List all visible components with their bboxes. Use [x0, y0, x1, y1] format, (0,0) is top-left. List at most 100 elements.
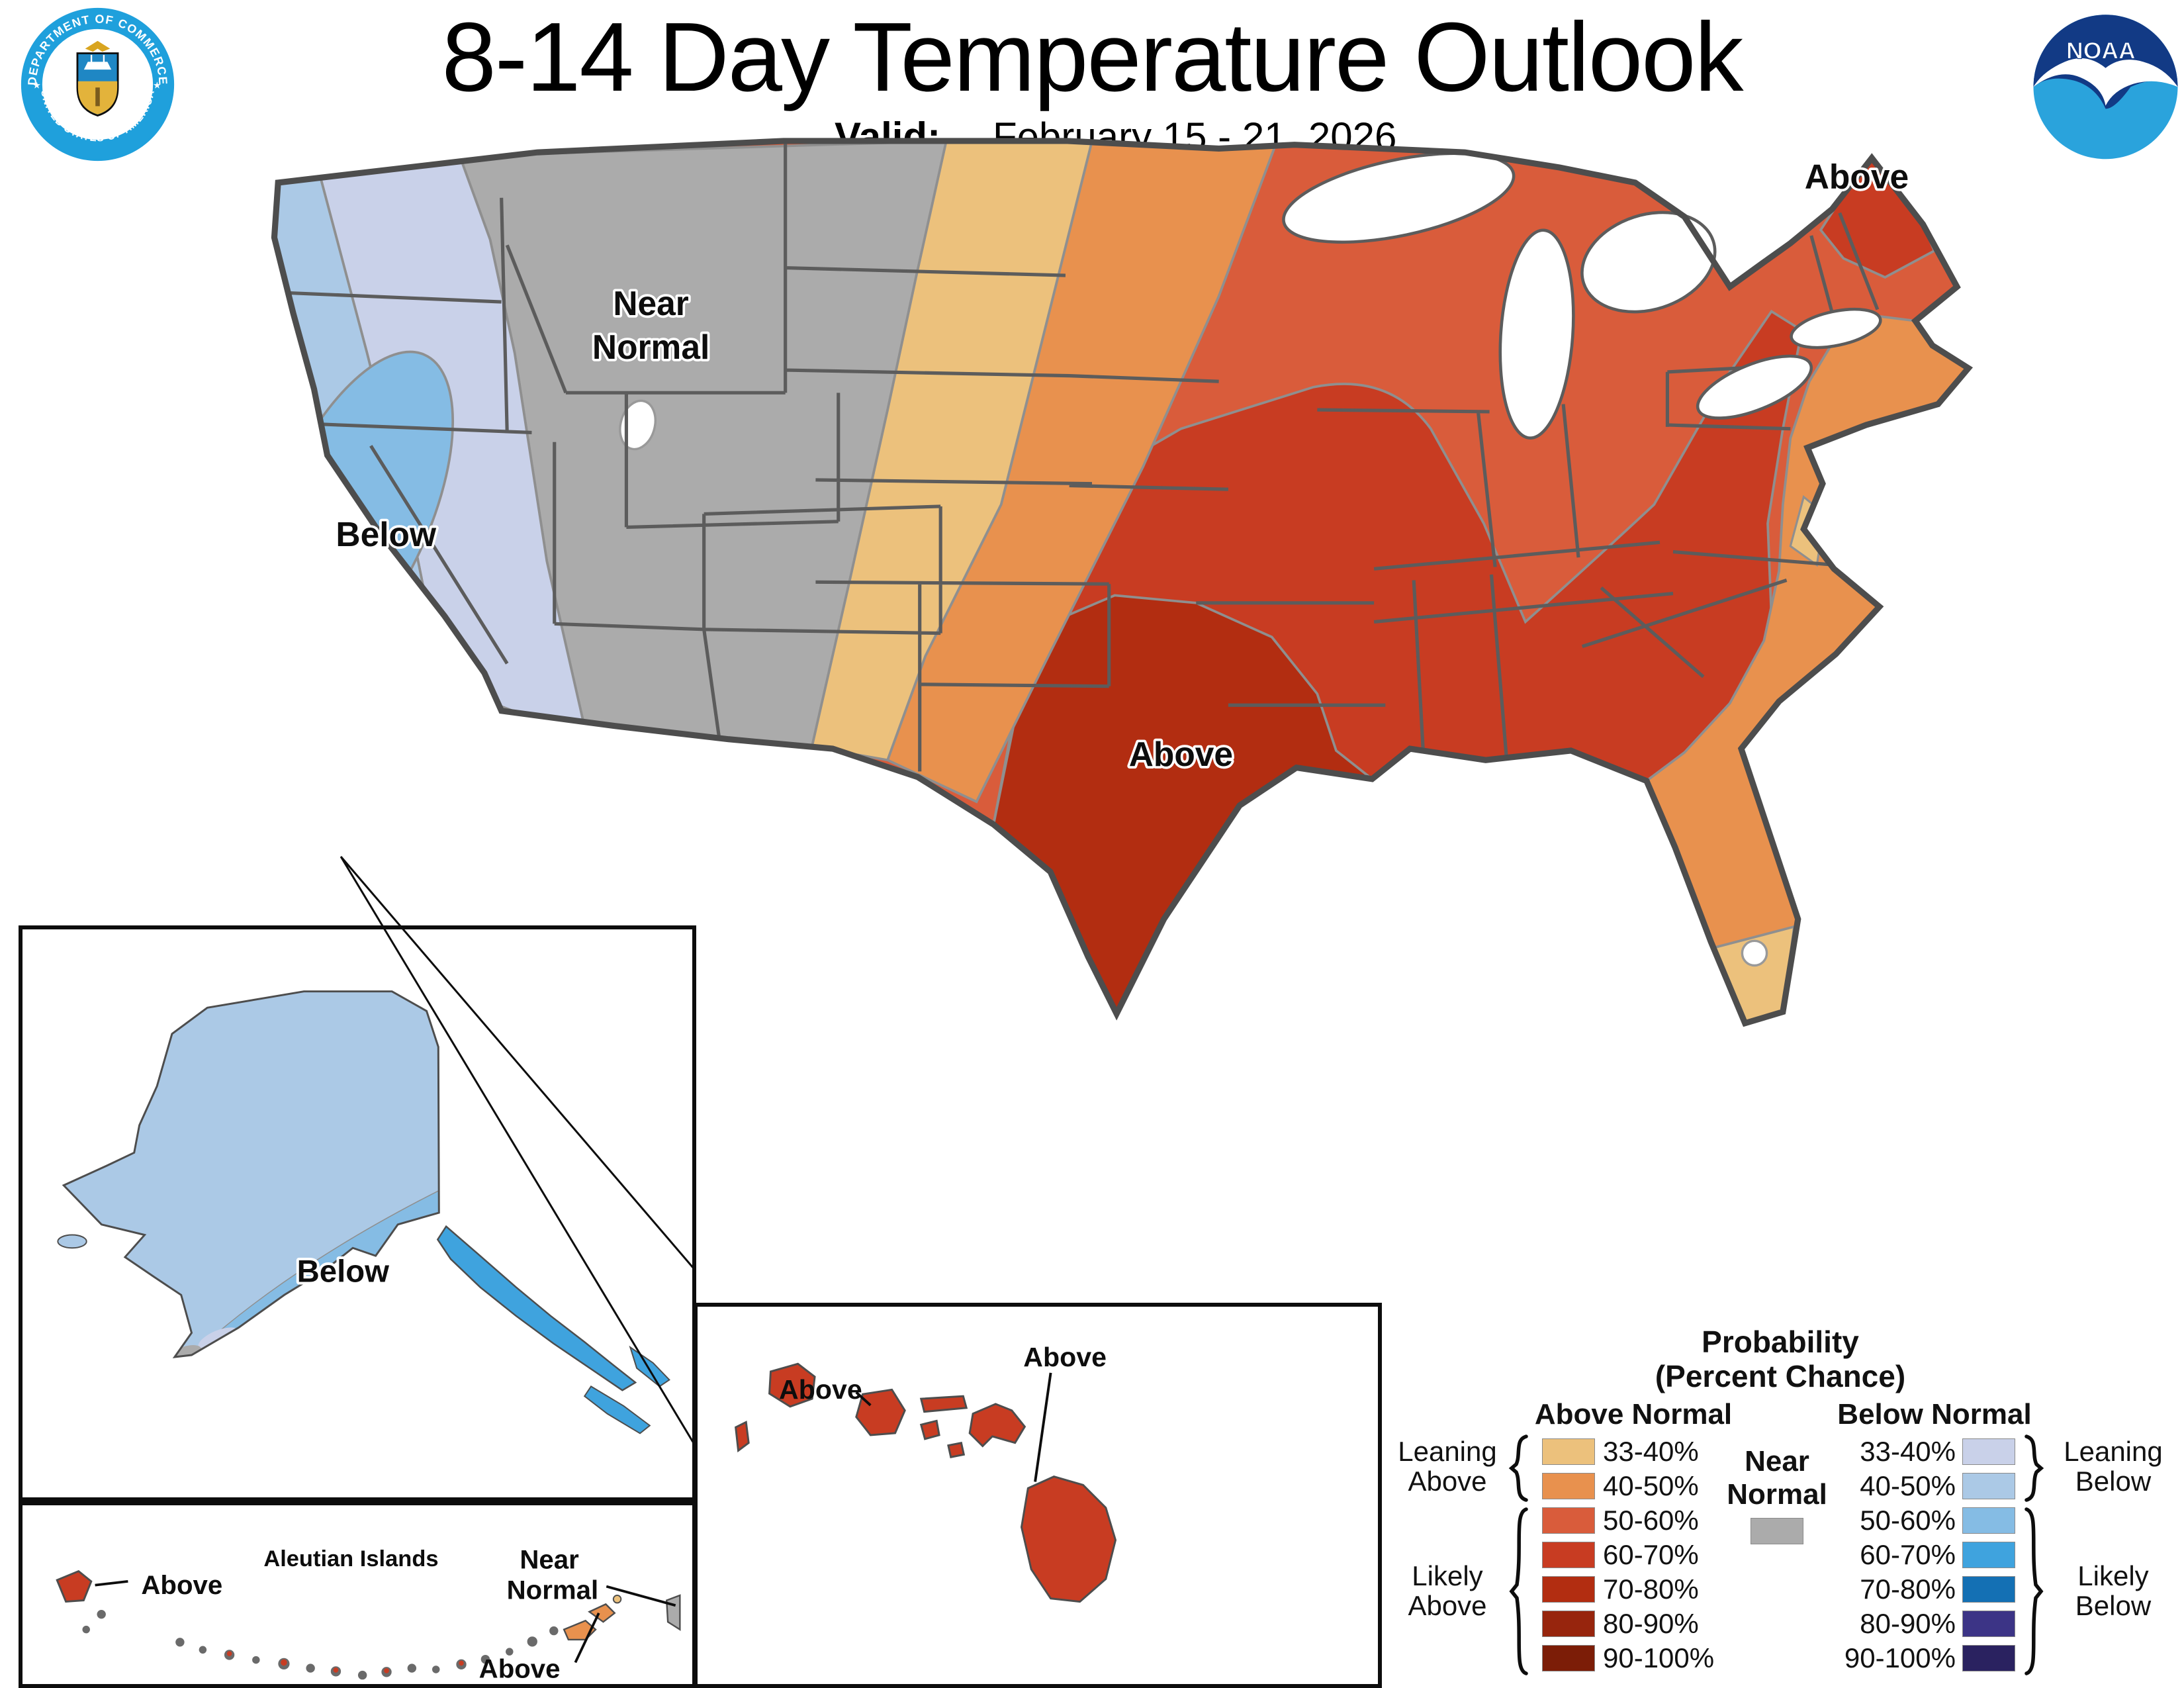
legend-group-likely-above: Likely Above	[1408, 1560, 1487, 1621]
legend-range-above-4: 70-80%	[1603, 1573, 1699, 1605]
great-lakes	[1282, 152, 1882, 440]
island-molokai	[919, 1395, 968, 1413]
aleutian-title: Aleutian Islands	[263, 1546, 438, 1571]
aleutian-island-above-left	[56, 1570, 93, 1603]
legend-near-line2: Normal	[1727, 1478, 1827, 1511]
st-lawrence-island	[57, 1234, 87, 1249]
brace-leaning-above	[1508, 1434, 1528, 1502]
legend-range-below-6: 90-100%	[1844, 1642, 1956, 1673]
seal-star-right: ★	[153, 79, 161, 90]
aleutian-island-above-right-2	[588, 1603, 616, 1623]
lake-superior	[1282, 152, 1516, 244]
alaska-body	[64, 991, 439, 1357]
aleutian-label-above-left: Above	[141, 1570, 222, 1600]
legend-swatch-below-40-50	[1962, 1473, 2015, 1499]
aleutian-label-near-line1: Near	[520, 1545, 579, 1575]
commerce-seal-icon: DEPARTMENT OF COMMERCE UNITED STATES OF …	[21, 7, 175, 162]
legend-range-below-3: 60-70%	[1860, 1539, 1956, 1570]
legend-range-below-4: 70-80%	[1860, 1573, 1956, 1605]
map-label-near-normal-line2: Normal	[592, 328, 709, 366]
legend-swatch-above-40-50	[1542, 1473, 1595, 1499]
legend-group-likely-below: Likely Below	[2075, 1560, 2152, 1621]
legend-swatch-above-33-40	[1542, 1438, 1595, 1465]
hawaii-label-above-oahu: Above	[779, 1374, 862, 1405]
legend-swatch-above-90-100	[1542, 1645, 1595, 1671]
legend: Probability (Percent Chance) Above Norma…	[1377, 1317, 2184, 1688]
island-oahu	[855, 1388, 906, 1436]
legend-swatch-near-normal	[1751, 1518, 1803, 1544]
pointer-above-left	[95, 1579, 128, 1587]
aleutian-island-tan	[612, 1595, 622, 1604]
alaska-label-below: Below	[297, 1254, 390, 1289]
island-kauai	[768, 1362, 816, 1408]
seal-eagle-icon	[85, 40, 111, 52]
aleutian-islet	[97, 1609, 106, 1619]
seal-lighthouse-icon	[95, 87, 100, 107]
legend-above-header: Above Normal	[1534, 1398, 1733, 1430]
legend-swatch-below-80-90	[1962, 1611, 2015, 1637]
legend-swatch-above-80-90	[1542, 1611, 1595, 1637]
alaska-panhandle-60-70	[436, 1225, 637, 1391]
island-maui	[968, 1403, 1026, 1448]
legend-range-above-1: 40-50%	[1603, 1470, 1699, 1501]
map-label-above-northeast: Above	[1805, 157, 1909, 195]
aleutian-chain-red-bits	[226, 1651, 464, 1673]
legend-group-leaning-above: Leaning Above	[1398, 1436, 1497, 1497]
legend-range-above-5: 80-90%	[1603, 1608, 1699, 1639]
island-hawaii-big	[1021, 1476, 1117, 1603]
legend-range-below-5: 80-90%	[1860, 1608, 1956, 1639]
great-salt-lake	[619, 399, 657, 451]
legend-range-above-0: 33-40%	[1603, 1436, 1699, 1467]
legend-range-above-3: 60-70%	[1603, 1539, 1699, 1570]
aleutian-label-above-right: Above	[479, 1654, 561, 1683]
legend-title-line1: Probability	[1702, 1325, 1859, 1359]
legend-swatch-below-70-80	[1962, 1576, 2015, 1603]
legend-range-above-2: 50-60%	[1603, 1505, 1699, 1536]
hawaii-islands	[735, 1362, 1117, 1603]
legend-range-above-6: 90-100%	[1603, 1642, 1715, 1673]
alaska-inset: Below	[19, 925, 696, 1501]
map-label-above-south: Above	[1129, 735, 1233, 773]
lake-michigan	[1498, 228, 1575, 440]
seal-star-left: ★	[32, 79, 41, 90]
aleutian-islet	[82, 1625, 90, 1634]
legend-swatch-above-50-60	[1542, 1507, 1595, 1534]
island-kahoolawe	[947, 1441, 966, 1458]
pointer-near-normal	[606, 1585, 676, 1607]
legend-swatch-below-90-100	[1962, 1645, 2015, 1671]
pointer-oahu	[855, 1391, 872, 1407]
lake-huron	[1580, 211, 1717, 314]
legend-group-leaning-below: Leaning Below	[2064, 1436, 2163, 1497]
map-label-near-normal-line1: Near	[613, 284, 688, 322]
seal-ship-icon	[83, 54, 112, 70]
map-label-below-west: Below	[336, 515, 437, 553]
brace-likely-above	[1509, 1507, 1528, 1675]
aleutian-chain	[175, 1626, 559, 1680]
island-niihau	[735, 1421, 750, 1453]
legend-range-below-0: 33-40%	[1860, 1436, 1956, 1467]
hawaii-label-above-big-island: Above	[1023, 1342, 1107, 1372]
lake-okeechobee	[1741, 939, 1768, 967]
island-lanai	[919, 1419, 940, 1440]
aleutian-island-near-normal	[665, 1594, 681, 1631]
page-title: 8-14 Day Temperature Outlook	[441, 3, 1744, 112]
state-borders	[278, 140, 1880, 772]
legend-swatch-below-33-40	[1962, 1438, 2015, 1465]
legend-swatch-above-70-80	[1542, 1576, 1595, 1603]
brace-leaning-below	[2025, 1434, 2044, 1502]
hawaii-inset: Above Above	[694, 1303, 1382, 1688]
noaa-logo-icon: NOAA	[2033, 15, 2178, 160]
noaa-bird-icon	[2033, 58, 2178, 106]
brace-likely-below	[2025, 1507, 2044, 1675]
legend-range-below-2: 50-60%	[1860, 1505, 1956, 1536]
lake-erie	[1696, 354, 1813, 420]
legend-near-line1: Near	[1745, 1445, 1809, 1477]
pointer-above-right	[574, 1612, 600, 1664]
legend-below-header: Below Normal	[1837, 1398, 2032, 1430]
legend-swatch-above-60-70	[1542, 1542, 1595, 1568]
aleutian-inset: Above Aleutian Islands Near Normal Above	[19, 1501, 696, 1688]
legend-swatch-below-50-60	[1962, 1507, 2015, 1534]
noaa-text: NOAA	[2066, 38, 2136, 64]
pointer-big-island	[1034, 1372, 1052, 1482]
